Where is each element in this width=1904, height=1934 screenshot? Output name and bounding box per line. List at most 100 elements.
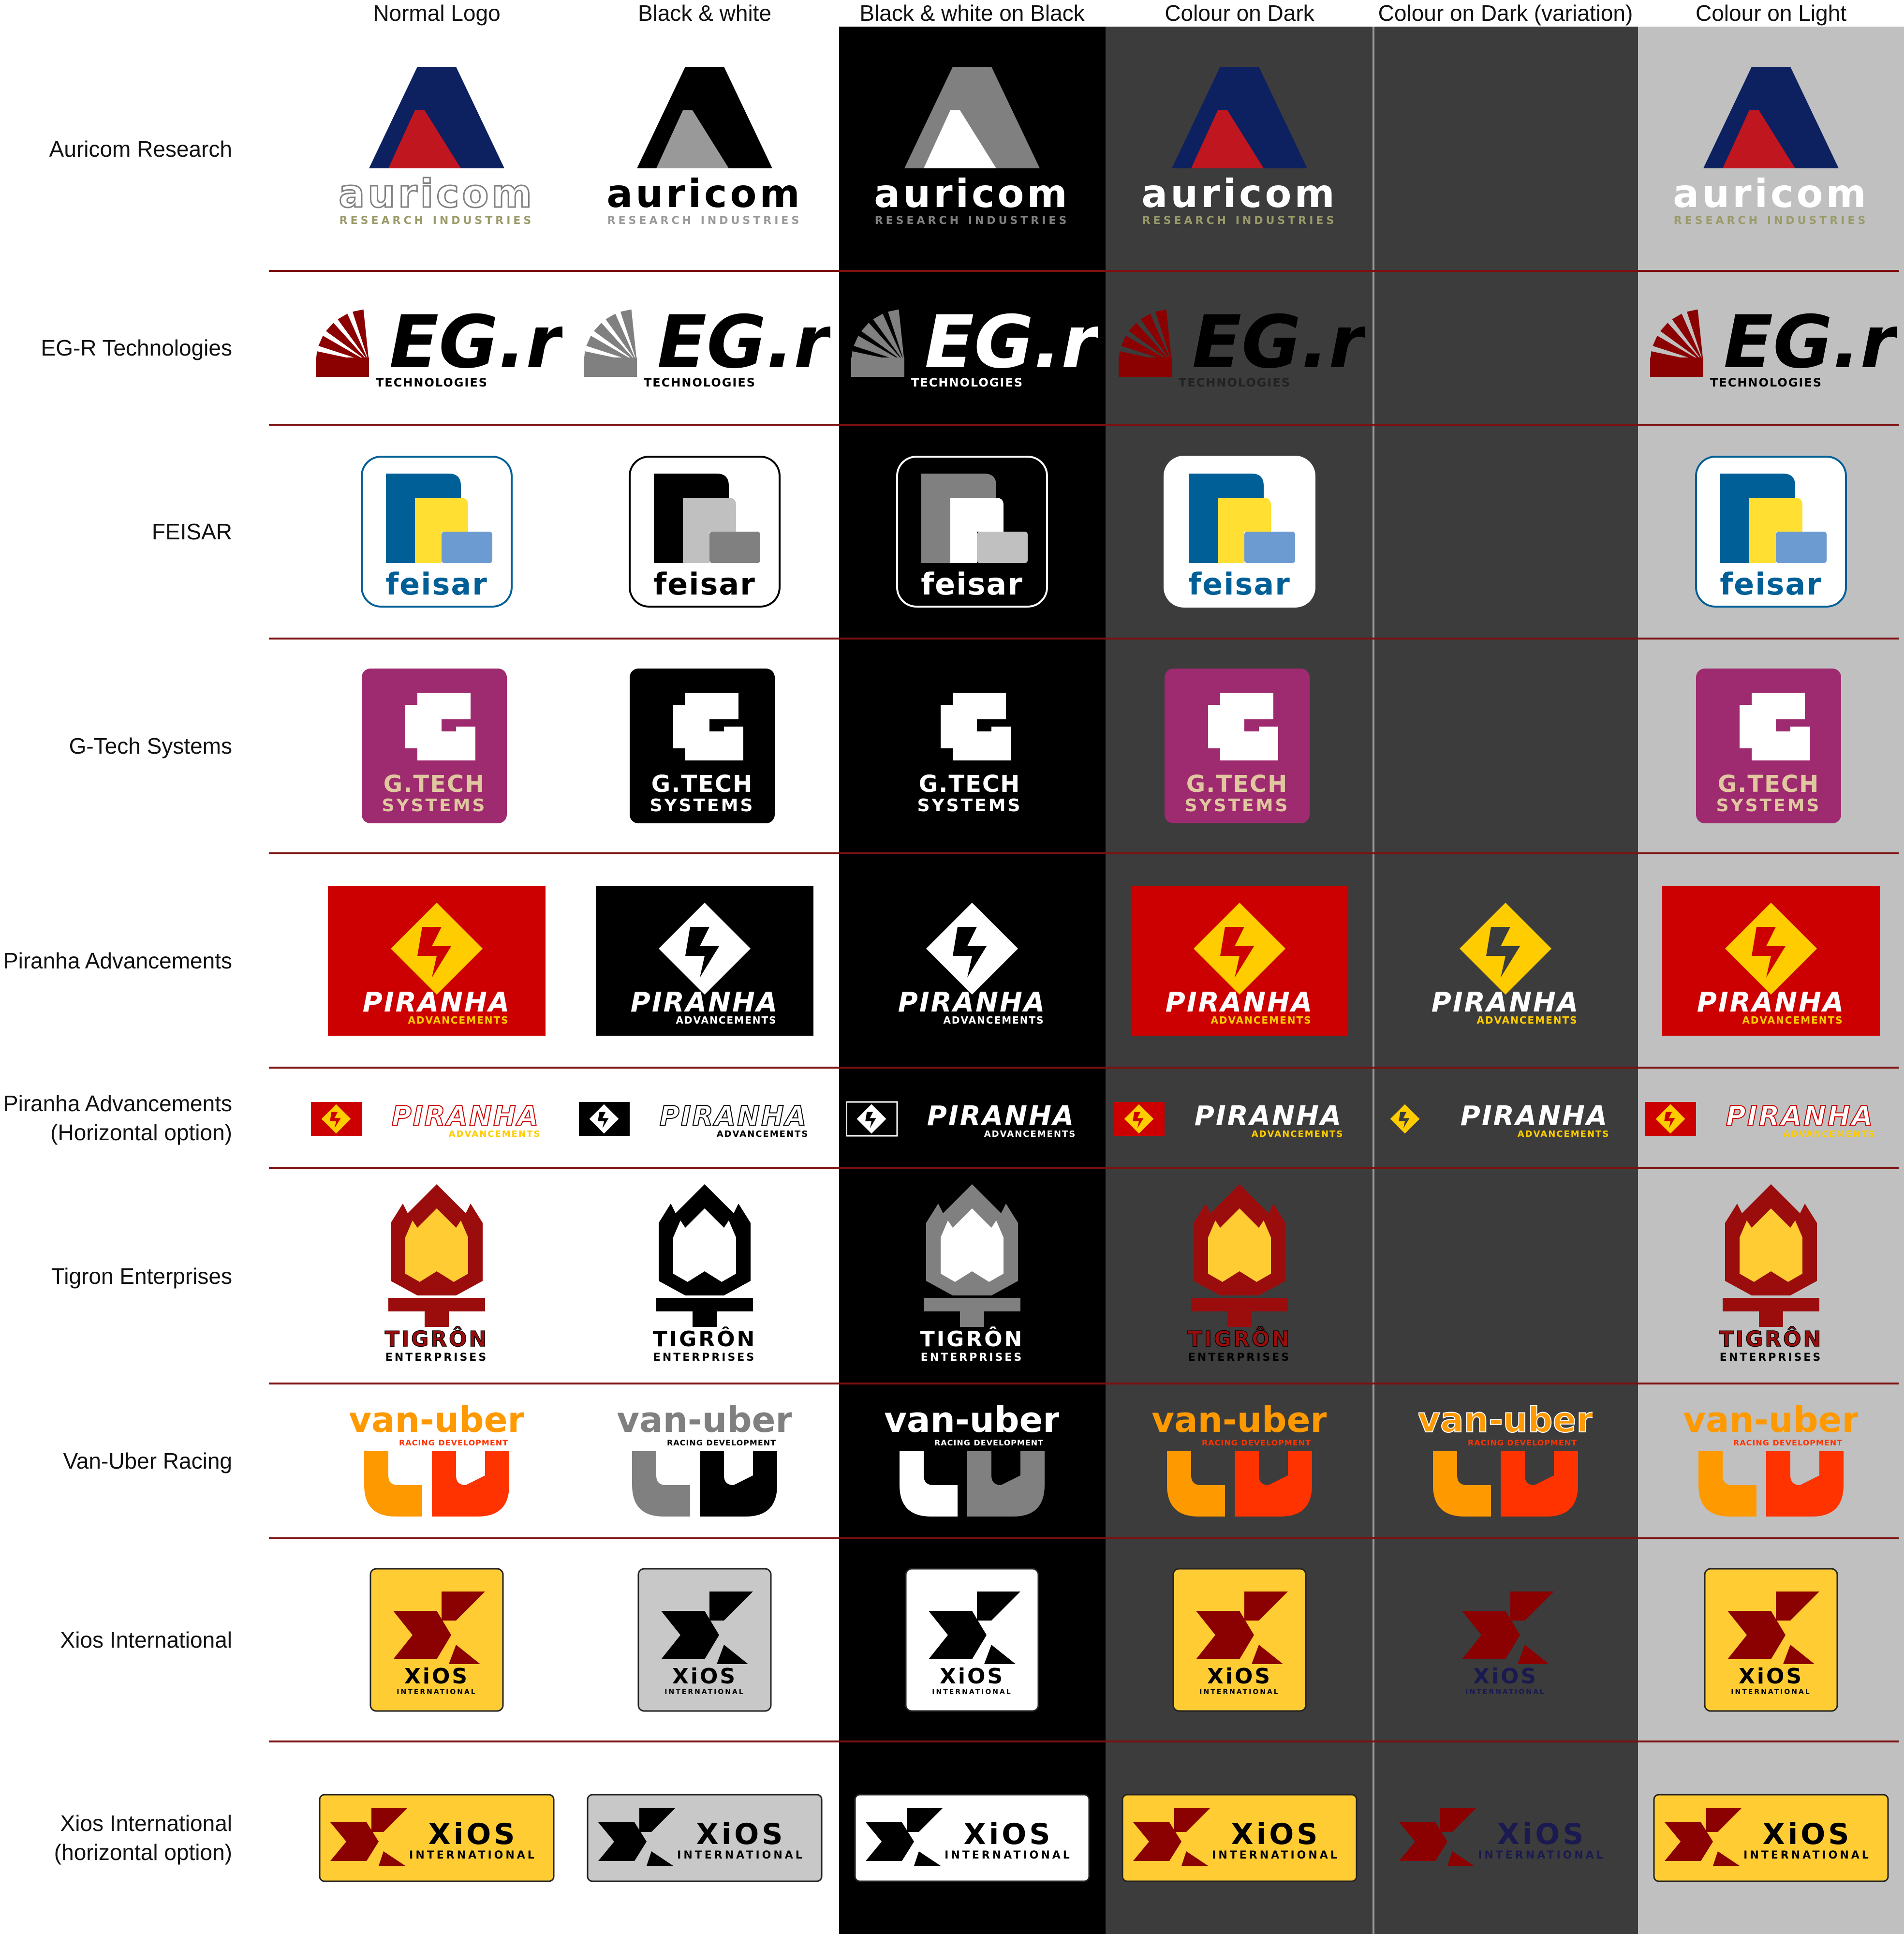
xios-x-icon [1133,1807,1210,1866]
logo-cell: EG.r TECHNOLOGIES [1645,299,1900,396]
auricom-subtitle: RESEARCH INDUSTRIES [1142,215,1337,227]
row-label-line: EG-R Technologies [41,335,232,360]
vanuber-subtitle: RACING DEVELOPMENT [399,1438,508,1447]
logo-cell: van-uber RACING DEVELOPMENT [1683,1398,1859,1524]
logo-cell: feisar [1162,454,1317,609]
row-divider [269,1537,1899,1539]
logo-cell: TIGRÔN ENTERPRISES [354,1184,519,1368]
logo-cell: feisar [359,454,514,609]
vanuber-vu-icon [1433,1451,1578,1517]
vanuber-wordmark: van-uber [618,1399,792,1440]
xios-x-icon [330,1807,408,1866]
row-label: Auricom Research [0,134,232,164]
logo-cell: van-uber RACING DEVELOPMENT [1417,1398,1594,1524]
logo-cell: auricom RESEARCH INDUSTRIES [589,62,821,236]
logo-cell: feisar [1694,454,1848,609]
logo-cell: PIRANHA ADVANCEMENTS [1662,885,1880,1036]
logo-cell: XiOS INTERNATIONAL [637,1567,772,1712]
gtech-g-icon [1740,693,1810,760]
xios-wordmark: XiOS [696,1817,785,1851]
piranha-wordmark: PIRANHA [1166,987,1314,1018]
gtech-subtitle: SYSTEMS [1716,796,1821,816]
piranha-subtitle: ADVANCEMENTS [717,1129,809,1139]
piranha-wordmark: PIRANHA [660,1101,808,1132]
xios-wordmark: XiOS [672,1664,737,1689]
tigron-wordmark: TIGRÔN [385,1326,489,1352]
xios-x-icon [1462,1592,1554,1664]
gtech-subtitle: SYSTEMS [650,796,755,816]
row-label-line: (Horizontal option) [50,1120,232,1145]
vanuber-subtitle: RACING DEVELOPMENT [1202,1438,1311,1447]
feisar-logo: feisar [361,456,513,608]
tigron-wordmark: TIGRÔN [920,1326,1024,1352]
row-label: EG-R Technologies [0,333,232,362]
row-divider [269,852,1899,854]
piranha-bolt-icon [1725,902,1817,995]
logo-cell: G.TECH SYSTEMS [1694,666,1848,826]
tigron-wordmark: TIGRÔN [1719,1326,1823,1352]
egr-fan-icon [1119,309,1172,377]
egr-subtitle: TECHNOLOGIES [1179,376,1291,389]
logo-cell: XiOS INTERNATIONAL [1172,1567,1307,1712]
xios-subtitle: INTERNATIONAL [1199,1688,1279,1696]
piranha-wordmark: PIRANHA [392,1101,540,1132]
logo-cell: PIRANHA ADVANCEMENTS [1645,1096,1897,1140]
egr-wordmark: EG.r [389,300,562,385]
xios-subtitle: INTERNATIONAL [677,1849,805,1861]
piranha-subtitle: ADVANCEMENTS [1252,1129,1344,1139]
auricom-wordmark: auricom [339,171,535,216]
vanuber-wordmark: van-uber [885,1399,1059,1440]
row-divider [269,638,1899,640]
xios-subtitle: INTERNATIONAL [1212,1849,1340,1861]
piranha-wordmark: PIRANHA [927,1101,1075,1132]
auricom-subtitle: RESEARCH INDUSTRIES [1674,215,1869,227]
gtech-wordmark: G.TECH [919,771,1021,798]
vanuber-wordmark: van-uber [1684,1399,1858,1440]
auricom-wordmark: auricom [874,171,1070,216]
vanuber-subtitle: RACING DEVELOPMENT [1468,1438,1577,1447]
logo-cell: EG.r TECHNOLOGIES [1114,299,1368,396]
xios-subtitle: INTERNATIONAL [1478,1849,1606,1861]
piranha-bolt-icon [926,902,1018,995]
vanuber-subtitle: RACING DEVELOPMENT [667,1438,776,1447]
piranha-subtitle: ADVANCEMENTS [449,1129,541,1139]
xios-subtitle: INTERNATIONAL [1465,1688,1545,1696]
xios-x-icon [1196,1592,1288,1664]
logo-cell: PIRANHA ADVANCEMENTS [1397,886,1614,1036]
feisar-wordmark: feisar [653,566,756,602]
egr-wordmark: EG.r [657,300,830,385]
logo-cell: G.TECH SYSTEMS [627,666,782,826]
auricom-inner-triangle [656,110,729,168]
row-divider [269,1167,1899,1169]
logo-cell: van-uber RACING DEVELOPMENT [1151,1398,1328,1524]
logo-cell: PIRANHA ADVANCEMENTS [1380,1096,1631,1140]
gtech-g-icon [673,693,743,760]
auricom-wordmark: auricom [1673,171,1869,216]
logo-cell: auricom RESEARCH INDUSTRIES [856,62,1088,236]
row-divider [269,1383,1899,1384]
row-divider [269,270,1899,272]
tigron-subtitle: ENTERPRISES [385,1352,488,1364]
row-label: Xios International [0,1625,232,1654]
piranha-wordmark: PIRANHA [363,987,511,1018]
xios-wordmark: XiOS [1497,1817,1586,1851]
xios-wordmark: XiOS [428,1817,517,1851]
logo-cell: van-uber RACING DEVELOPMENT [884,1398,1060,1524]
feisar-logo: feisar [1164,456,1315,608]
column-header: Colour on Dark (variation) [1378,0,1633,26]
